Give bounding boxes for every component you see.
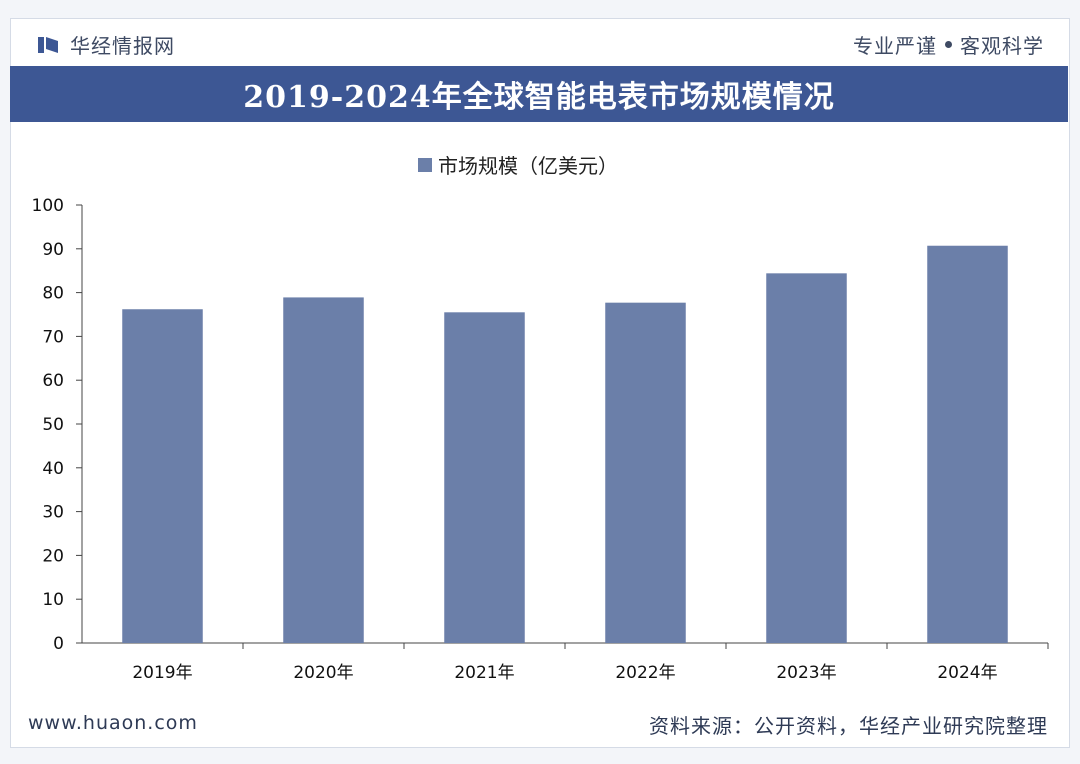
y-tick-label: 50: [42, 415, 64, 435]
chart-legend: 市场规模（亿美元）: [418, 150, 618, 179]
y-tick-label: 90: [42, 240, 64, 260]
bar-2022年: [605, 302, 686, 643]
y-tick-label: 70: [42, 327, 64, 347]
y-tick-label: 40: [42, 459, 64, 479]
footer-source: 资料来源：公开资料，华经产业研究院整理: [649, 714, 1048, 738]
bar-2024年: [927, 245, 1008, 643]
y-tick-label: 20: [42, 546, 64, 566]
x-tick-label: 2021年: [454, 663, 514, 683]
slogan: 专业严谨 客观科学: [853, 30, 1044, 59]
chart-title: 2019-2024年全球智能电表市场规模情况: [243, 80, 835, 115]
x-tick-label: 2020年: [293, 663, 353, 683]
bar-2023年: [766, 273, 847, 643]
slogan-left: 专业严谨: [853, 34, 937, 58]
x-tick-label: 2023年: [776, 663, 836, 683]
slogan-dot-icon: [945, 41, 952, 48]
footer-url: www.huaon.com: [28, 712, 198, 734]
y-tick-label: 10: [42, 590, 64, 610]
x-tick-label: 2024年: [937, 663, 997, 683]
y-tick-label: 80: [42, 284, 64, 304]
brand-name: 华经情报网: [70, 34, 175, 58]
header: 华经情报网 专业严谨 客观科学: [10, 18, 1068, 66]
x-tick-label: 2022年: [615, 663, 675, 683]
x-tick-label: 2019年: [132, 663, 192, 683]
bar-2020年: [283, 297, 364, 643]
brand: 华经情报网: [36, 30, 175, 59]
bar-2021年: [444, 312, 525, 643]
y-tick-label: 60: [42, 371, 64, 391]
y-tick-label: 100: [32, 196, 64, 216]
slogan-right: 客观科学: [960, 34, 1044, 58]
y-tick-label: 0: [53, 634, 64, 654]
brand-logo-icon: [38, 36, 58, 53]
title-bar: 2019-2024年全球智能电表市场规模情况: [10, 66, 1068, 122]
y-tick-label: 30: [42, 503, 64, 523]
legend-swatch: [418, 157, 432, 172]
bar-2019年: [122, 309, 203, 643]
legend-label: 市场规模（亿美元）: [438, 154, 618, 178]
